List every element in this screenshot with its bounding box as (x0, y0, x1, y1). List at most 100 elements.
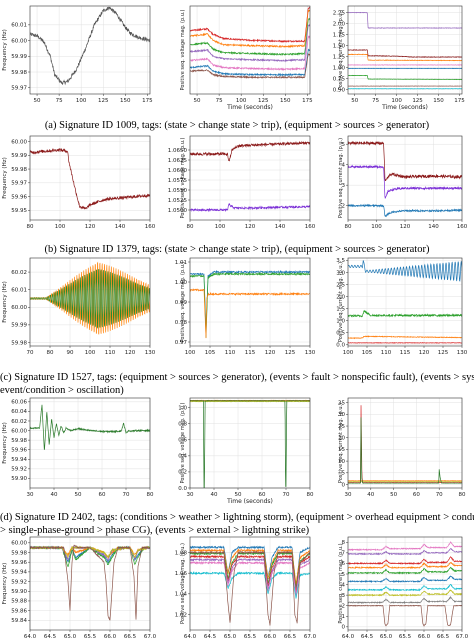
x-tick-label: 65.0 (224, 634, 237, 640)
y-tick-label: 59.99 (11, 323, 27, 329)
y-tick-label: 1.0 (336, 318, 345, 324)
caption-c-line2: event/condition > oscillation) (0, 385, 124, 396)
y-tick-label: 59.98 (11, 438, 27, 444)
series-line (190, 554, 310, 593)
series-line (30, 6, 150, 86)
y-axis-label: Frequency (Hz) (2, 281, 8, 322)
y-tick-label: 2.25 (333, 10, 346, 16)
y-axis-label: Positive seq. voltage mag. (p.u.) (180, 543, 186, 624)
x-tick-label: 64.5 (204, 634, 217, 640)
y-tick-label: 1.50 (333, 43, 346, 49)
x-tick-label: 130 (305, 350, 316, 356)
x-tick-label: 125 (438, 350, 449, 356)
x-tick-label: 130 (457, 350, 468, 356)
y-tick-label: 60.00 (11, 428, 27, 434)
plot-area (189, 135, 311, 221)
y-tick-label: 60.01 (11, 287, 27, 293)
x-tick-label: 65.5 (84, 634, 97, 640)
y-tick-label: 0.75 (333, 76, 346, 82)
series-line (190, 550, 310, 626)
x-axis-label: Time (seconds) (226, 104, 273, 111)
y-tick-label: 1.0575 (168, 178, 188, 184)
series-line (348, 575, 462, 584)
series-line (190, 288, 310, 339)
y-tick-label: 0.8 (178, 422, 187, 428)
y-tick-label: 5 (342, 471, 346, 477)
y-axis-label: Frequency (Hz) (2, 563, 8, 604)
series-line (348, 53, 462, 62)
series-line (348, 547, 462, 556)
x-tick-label: 100 (236, 98, 247, 104)
y-tick-label: 59.96 (11, 560, 27, 566)
x-tick-label: 150 (120, 98, 131, 104)
series-line (190, 269, 310, 332)
chart-a-frequency: 50 75 100 125 150 175 59.97 59.98 59.99 60.00 60.0… (2, 5, 153, 104)
series-line (348, 203, 462, 218)
x-tick-label: 125 (285, 350, 296, 356)
y-tick-label: 59.88 (11, 599, 27, 605)
x-tick-label: 150 (433, 98, 444, 104)
chart-c-current: 100 105 110 115 120 125 130 0.0 0.5 1.0 1.5 2.0 2.5 3… (336, 257, 468, 356)
chart-a-current: 50 75 100 125 150 175 0.50 0.75 1.00 1.25 1.50 1.75… (333, 5, 465, 111)
series-line (190, 571, 310, 599)
x-tick-label: 175 (454, 98, 465, 104)
caption-a: (a) Signature ID 1009, tags: (state > ch… (44, 120, 430, 131)
y-tick-label: 0.98 (175, 320, 188, 326)
x-tick-label: 67.0 (456, 634, 469, 640)
series-line (190, 271, 310, 338)
y-tick-label: 15 (338, 447, 345, 453)
series-line (348, 335, 462, 340)
x-tick-label: 50 (351, 98, 358, 104)
y-axis-label: Positive seq. current mag. (p.u.) (338, 543, 344, 623)
y-tick-label: 0.0 (336, 343, 345, 349)
x-tick-label: 66.5 (284, 634, 297, 640)
y-tick-label: 8 (342, 540, 346, 546)
y-tick-label: 0.6 (178, 438, 187, 444)
x-tick-label: 50 (34, 98, 41, 104)
chart-e-frequency: 64.0 64.5 65.0 65.5 66.0 66.5 67.0 59.84 59.86 59… (2, 536, 157, 640)
x-tick-label: 66.0 (104, 634, 117, 640)
x-tick-label: 64.5 (361, 634, 374, 640)
x-tick-label: 125 (258, 98, 269, 104)
y-axis-label: Frequency (Hz) (2, 422, 8, 463)
x-tick-label: 160 (457, 224, 468, 230)
series-line (348, 583, 462, 592)
y-tick-label: 59.94 (11, 570, 27, 576)
series-line (348, 589, 462, 597)
y-tick-label: 1.0650 (168, 148, 188, 154)
y-tick-label: 60.06 (11, 400, 27, 406)
y-tick-label: 4 (342, 162, 346, 168)
series-line (348, 11, 462, 29)
series-line (190, 202, 310, 213)
y-tick-label: 2.0 (336, 294, 345, 300)
y-tick-label: 59.99 (11, 54, 27, 60)
x-tick-label: 67.0 (144, 634, 157, 640)
plot-area (347, 135, 463, 221)
series-line (190, 9, 310, 49)
x-tick-label: 64.0 (184, 634, 197, 640)
x-tick-label: 66.5 (437, 634, 450, 640)
chart-c-voltage: 100 105 110 115 120 125 130 0.97 0.98 0.99 1.00 1.0… (175, 257, 316, 356)
series-line (30, 269, 150, 329)
series-line (30, 404, 150, 450)
series-line (348, 140, 462, 182)
plot-area (29, 5, 151, 95)
chart-e-voltage: 64.0 64.5 65.0 65.5 66.0 66.5 67.0 1.02 1.04 1.06… (175, 536, 317, 640)
y-tick-label: 60.00 (11, 38, 27, 44)
x-tick-label: 40 (367, 492, 374, 498)
x-tick-label: 160 (145, 224, 156, 230)
y-tick-label: 4 (342, 582, 346, 588)
series-line (190, 400, 310, 488)
series-line (348, 417, 462, 484)
x-tick-label: 50 (75, 492, 82, 498)
chart-d-frequency: 30 40 50 60 70 80 59.90 59.92 59.94 59.96 59.98 60.… (2, 397, 154, 498)
x-tick-label: 65.0 (64, 634, 77, 640)
x-tick-label: 64.5 (44, 634, 57, 640)
caption-d-line2: > single-phase-ground > phase CG), (even… (0, 525, 310, 536)
x-tick-label: 66.5 (124, 634, 137, 640)
series-line (348, 260, 462, 282)
x-tick-label: 125 (98, 98, 109, 104)
y-axis-label: Positive seq. current mag. (p.u.) (338, 10, 344, 90)
plot-area (29, 536, 151, 631)
